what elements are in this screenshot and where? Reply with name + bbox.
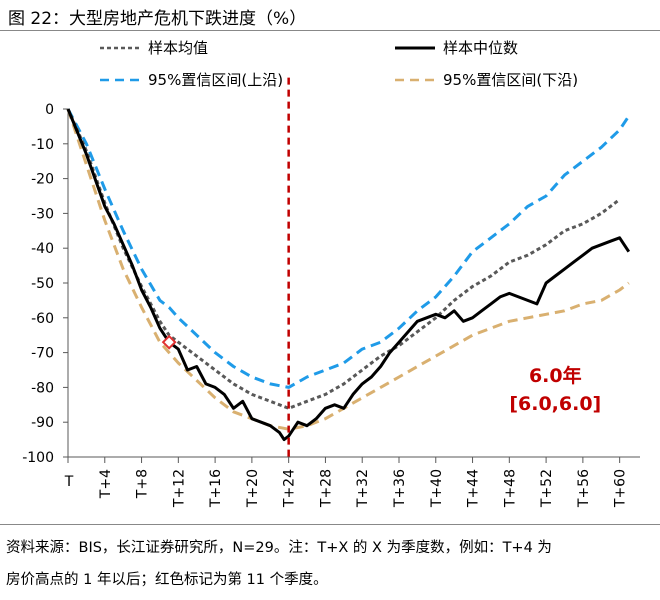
y-tick-label: -70 xyxy=(31,346,54,362)
x-tick-label: T+60 xyxy=(613,469,629,508)
x-tick-label: T+28 xyxy=(318,469,334,508)
plot-area: 0 -10 -20 -30 -40 -50 -60 -70 -80 -90 -100 T T+4 T+8 T… xyxy=(22,77,640,508)
legend-label-3: 95%置信区间(上沿) xyxy=(148,71,283,89)
legend-label-2: 样本中位数 xyxy=(443,39,518,57)
x-tick-label: T+16 xyxy=(208,469,224,508)
y-tick-label: -20 xyxy=(31,172,54,188)
y-tick-label: 0 xyxy=(45,102,54,118)
series-line-1 xyxy=(66,108,621,410)
note-divider xyxy=(0,524,660,525)
x-tick-label: T+56 xyxy=(576,469,592,508)
line-chart: 样本均值 样本中位数 95%置信区间(上沿) 95%置信区间(下沿) 0 -10 -20 -… xyxy=(22,39,640,508)
y-tick-label: -80 xyxy=(31,380,54,396)
x-tick-label: T+48 xyxy=(502,469,518,508)
x-tick-label: T xyxy=(64,474,74,490)
x-tick-label: T+20 xyxy=(245,469,261,508)
y-tick-label: -90 xyxy=(31,415,54,431)
quarter-11-marker xyxy=(161,334,177,350)
note-line-1: 资料来源：BIS，长江证券研究所，N=29。注：T+X 的 X 为季度数，例如：… xyxy=(6,540,552,556)
x-tick-label: T+40 xyxy=(429,469,445,508)
x-tick-label: T+8 xyxy=(135,469,151,499)
x-tick-label: T+36 xyxy=(392,469,408,508)
note-line-2: 房价高点的 1 年以后；红色标记为第 11 个季度。 xyxy=(6,572,328,588)
x-tick-label: T+32 xyxy=(355,469,371,508)
annotation-1: 6.0年 xyxy=(529,364,582,387)
source-note: 资料来源：BIS，长江证券研究所，N=29。注：T+X 的 X 为季度数，例如：… xyxy=(6,532,656,596)
chart-title: 图 22：大型房地产危机下跌进度（%） xyxy=(8,9,307,29)
x-tick-label: T+12 xyxy=(171,469,187,508)
x-tick-label: T+24 xyxy=(282,469,298,508)
y-tick-label: -100 xyxy=(22,450,54,466)
y-tick-label: -40 xyxy=(31,241,54,257)
legend-label-4: 95%置信区间(下沿) xyxy=(443,71,578,89)
y-tick-label: -10 xyxy=(31,137,54,153)
y-tick-label: -60 xyxy=(31,311,54,327)
title-divider xyxy=(0,30,660,31)
y-tick-label: -30 xyxy=(31,206,54,222)
x-tick-label: T+44 xyxy=(466,469,482,508)
series-line-3 xyxy=(66,108,631,389)
annotation-2: [6.0,6.0] xyxy=(509,393,601,415)
series-line-2 xyxy=(66,108,631,442)
legend: 样本均值 样本中位数 95%置信区间(上沿) 95%置信区间(下沿) xyxy=(100,39,578,89)
x-tick-label: T+52 xyxy=(539,469,555,508)
legend-label-1: 样本均值 xyxy=(148,39,208,57)
y-tick-label: -50 xyxy=(31,276,54,292)
x-tick-label: T+4 xyxy=(98,469,114,499)
